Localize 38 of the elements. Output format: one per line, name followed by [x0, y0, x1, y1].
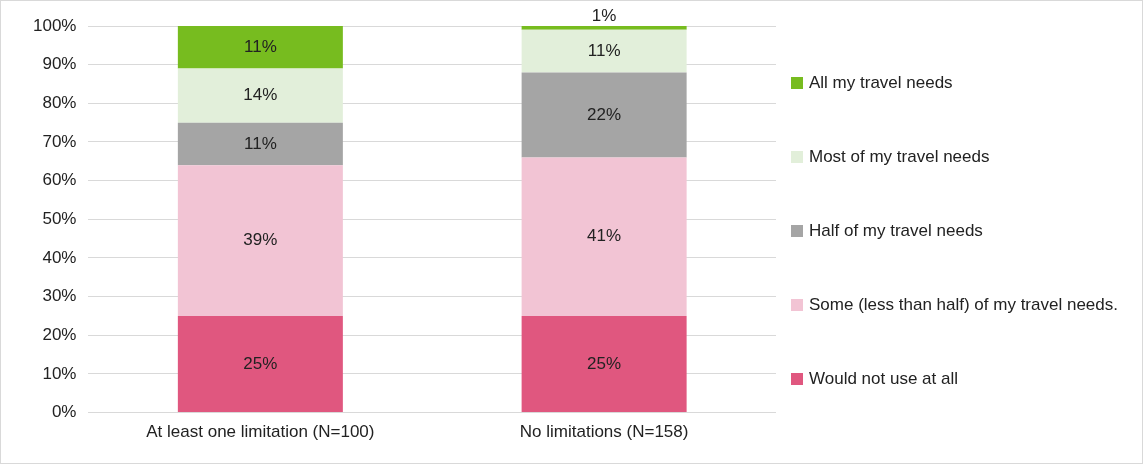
legend-label: Would not use at all	[809, 368, 958, 390]
y-tick-label: 60%	[42, 170, 77, 190]
bar	[177, 68, 343, 123]
y-tick-label: 20%	[42, 324, 77, 344]
data-label: 41%	[587, 226, 622, 246]
y-tick-label: 90%	[42, 54, 77, 74]
data-label: 1%	[591, 5, 617, 25]
y-tick-label: 70%	[42, 131, 77, 151]
y-tick-label: 80%	[42, 93, 77, 113]
x-tick-label: At least one limitation (N=100)	[146, 422, 375, 442]
bar	[521, 29, 687, 73]
y-tick-label: 40%	[42, 247, 77, 267]
data-label: 22%	[587, 104, 622, 124]
data-label: 11%	[243, 133, 277, 153]
y-tick-label: 10%	[42, 363, 77, 383]
bar	[177, 122, 343, 166]
bar	[521, 72, 687, 158]
data-label: 25%	[243, 353, 278, 373]
bar	[521, 26, 687, 30]
data-label: 14%	[243, 85, 278, 105]
bar	[521, 315, 687, 413]
data-label: 25%	[587, 353, 622, 373]
y-tick-label: 0%	[51, 402, 77, 422]
y-tick-label: 50%	[42, 208, 77, 228]
legend-label: Some (less than half) of my travel needs.	[809, 294, 1118, 316]
data-label: 11%	[587, 40, 621, 60]
bar	[177, 315, 343, 413]
data-label: 11%	[243, 36, 277, 56]
x-tick-label: No limitations (N=158)	[519, 422, 689, 442]
bar	[177, 26, 343, 69]
legend-label: All my travel needs	[809, 72, 953, 94]
legend-label: Most of my travel needs	[809, 146, 990, 168]
bar	[177, 165, 343, 316]
legend-label: Half of my travel needs	[809, 220, 983, 242]
y-tick-label: 100%	[33, 15, 77, 35]
bar	[521, 157, 687, 316]
y-tick-label: 30%	[42, 286, 77, 306]
data-label: 39%	[243, 230, 278, 250]
